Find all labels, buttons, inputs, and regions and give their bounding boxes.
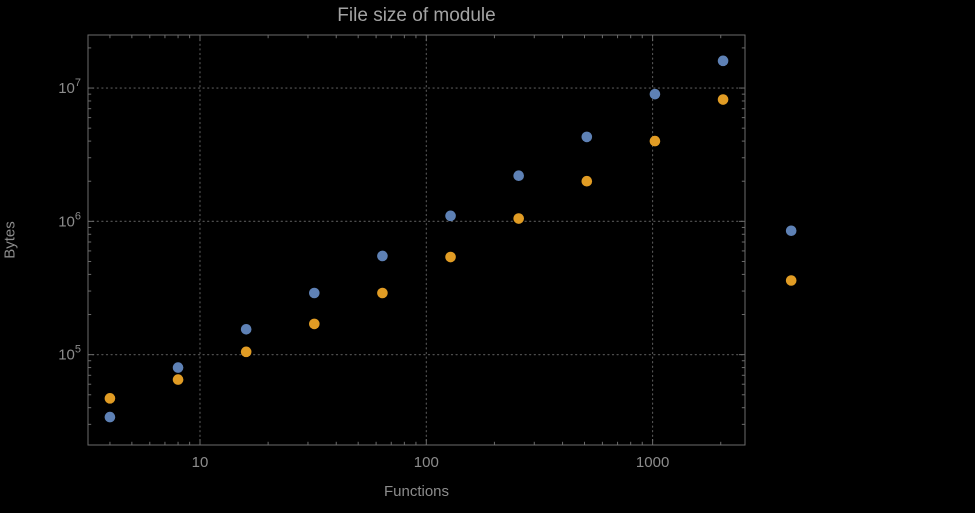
- data-point-blue: [240, 323, 252, 335]
- data-point-orange: [309, 318, 320, 330]
- x-tick-label: 100: [414, 454, 439, 471]
- data-point-orange: [717, 94, 729, 105]
- data-point-orange: [785, 275, 797, 286]
- data-point-blue: [309, 287, 320, 299]
- x-tick-label: 10: [192, 454, 209, 471]
- plot-frame: [87, 34, 746, 446]
- data-point-blue: [172, 362, 184, 373]
- y-tick-label: 106: [58, 210, 81, 230]
- data-point-orange: [649, 135, 661, 147]
- data-point-blue: [717, 55, 729, 67]
- data-point-blue: [445, 210, 456, 222]
- x-tick-label: 1000: [636, 454, 669, 471]
- data-point-orange: [377, 287, 388, 299]
- data-point-orange: [581, 175, 593, 187]
- data-point-orange: [240, 346, 252, 358]
- x-axis-label: Functions: [383, 483, 450, 500]
- y-tick-label: 107: [58, 77, 81, 97]
- data-point-orange: [445, 251, 456, 263]
- data-point-blue: [785, 225, 797, 237]
- data-point-blue: [581, 131, 593, 143]
- data-point-orange: [104, 393, 116, 404]
- data-point-blue: [104, 411, 116, 423]
- data-point-blue: [377, 250, 388, 262]
- y-tick-label: 105: [58, 344, 81, 364]
- data-point-orange: [513, 213, 524, 224]
- data-point-orange: [172, 374, 184, 385]
- data-point-blue: [649, 88, 661, 100]
- chart-title: File size of module: [337, 5, 496, 26]
- data-point-blue: [513, 170, 524, 182]
